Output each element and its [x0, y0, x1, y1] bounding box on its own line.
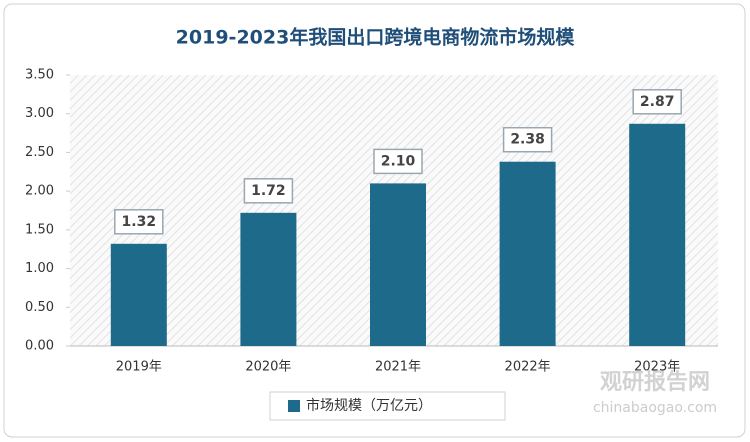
- x-tick-label: 2022年: [505, 360, 551, 375]
- value-label-box: [243, 178, 294, 204]
- y-tick-label: 0.00: [25, 339, 54, 354]
- x-tick-label: 2021年: [375, 360, 421, 375]
- y-tick-label: 2.00: [25, 184, 54, 199]
- legend-swatch: [288, 400, 300, 412]
- bar: [240, 212, 297, 346]
- value-label-box: [502, 126, 553, 153]
- y-tick-label: 1.00: [25, 261, 54, 276]
- bar: [629, 123, 686, 346]
- chart-title: 2019-2023年我国出口跨境电商物流市场规模: [176, 26, 576, 49]
- legend: [269, 391, 506, 421]
- value-label: 2.10: [381, 153, 416, 169]
- y-tick-label: 1.50: [25, 222, 54, 237]
- value-label: 2.38: [510, 132, 545, 148]
- y-tick-label: 2.50: [25, 145, 54, 160]
- value-label-box: [373, 148, 423, 175]
- y-tick-label: 3.50: [25, 68, 54, 83]
- bar: [370, 183, 426, 346]
- bar: [110, 243, 167, 346]
- value-label-box: [632, 89, 682, 115]
- watermark-url: chinabaogao.com: [593, 400, 717, 416]
- bar: [499, 161, 556, 346]
- x-tick-label: 2019年: [116, 360, 162, 375]
- value-label: 1.32: [122, 214, 157, 230]
- legend-label: 市场规模（万亿元）: [306, 397, 432, 414]
- value-label: 1.72: [251, 183, 286, 199]
- x-tick-label: 2023年: [634, 360, 680, 375]
- watermark-brand: 观研报告网: [600, 370, 710, 395]
- value-label-box: [114, 209, 164, 235]
- y-tick-label: 0.50: [25, 300, 54, 315]
- y-tick-label: 3.00: [25, 106, 54, 121]
- x-tick-label: 2020年: [245, 360, 291, 375]
- value-label: 2.87: [640, 94, 675, 110]
